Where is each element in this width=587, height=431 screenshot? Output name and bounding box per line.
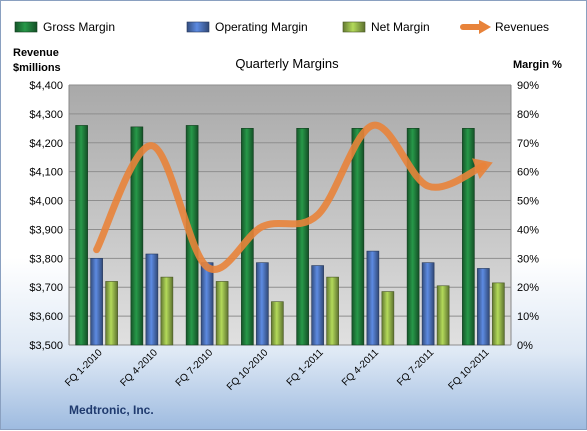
x-tick-label: FQ 10-2010 bbox=[225, 347, 271, 393]
x-tick-label: FQ 4-2010 bbox=[118, 347, 160, 389]
right-tick-label: 80% bbox=[517, 109, 539, 121]
net-margin-bar bbox=[105, 281, 118, 346]
x-tick-label: FQ 7-2010 bbox=[174, 347, 216, 389]
right-tick-label: 20% bbox=[517, 282, 539, 294]
operating-margin-bar bbox=[477, 268, 490, 346]
operating-margin-bar bbox=[200, 262, 214, 346]
legend: Gross Margin Operating Margin Net Margin Re… bbox=[14, 20, 549, 34]
x-tick-label: FQ 10-2011 bbox=[447, 347, 492, 392]
operating-margin-bar bbox=[311, 265, 324, 346]
left-tick-label: $3,800 bbox=[29, 253, 63, 265]
gross-margin-bar bbox=[130, 126, 144, 346]
x-tick-label: FQ 7-2011 bbox=[395, 347, 436, 388]
chart-title: Quarterly Margins bbox=[235, 56, 339, 71]
right-tick-label: 90% bbox=[517, 80, 539, 92]
revenues-line bbox=[93, 121, 487, 273]
net-margin-legend-swatch bbox=[342, 21, 366, 33]
x-axis-ticks: FQ 1-2010 FQ 4-2010 FQ 7-2010 FQ 10-2010 FQ … bbox=[63, 347, 492, 393]
right-tick-label: 30% bbox=[517, 253, 539, 265]
operating-margin-bar bbox=[90, 258, 103, 346]
bar-series bbox=[75, 125, 505, 346]
revenues-arrow-tip bbox=[472, 158, 493, 179]
net-margin-bar bbox=[436, 285, 450, 346]
gross-margin-bar bbox=[75, 125, 88, 346]
left-tick-label: $4,300 bbox=[29, 109, 63, 121]
net-margin-bar bbox=[160, 276, 174, 346]
left-tick-label: $4,200 bbox=[29, 138, 63, 150]
net-margin-bar bbox=[381, 291, 395, 346]
left-tick-label: $4,000 bbox=[29, 196, 63, 208]
left-axis-label-line2: $millions bbox=[13, 62, 61, 74]
operating-margin-bar bbox=[256, 262, 269, 346]
left-axis-label-line1: Revenue bbox=[13, 47, 59, 59]
right-tick-label: 60% bbox=[517, 167, 539, 179]
x-tick-label: FQ 4-2011 bbox=[340, 347, 381, 388]
right-axis-ticks: 0% 10% 20% 30% 40% 50% 60% 70% 80% 90% bbox=[517, 80, 539, 352]
net-margin-bar bbox=[271, 301, 284, 346]
net-margin-bar bbox=[326, 276, 339, 346]
right-tick-label: 50% bbox=[517, 196, 539, 208]
operating-margin-legend-label: Operating Margin bbox=[215, 20, 308, 34]
operating-margin-legend-swatch bbox=[186, 21, 210, 33]
right-tick-label: 10% bbox=[517, 311, 539, 323]
right-tick-label: 40% bbox=[517, 224, 539, 236]
left-tick-label: $3,500 bbox=[29, 340, 63, 352]
left-tick-label: $3,900 bbox=[29, 224, 63, 236]
gross-margin-bar bbox=[406, 128, 420, 346]
left-tick-label: $3,600 bbox=[29, 311, 63, 323]
gross-margin-bar bbox=[296, 128, 309, 346]
revenues-arrow-head bbox=[472, 158, 493, 179]
left-tick-label: $3,700 bbox=[29, 282, 63, 294]
x-tick-label: FQ 1-2011 bbox=[285, 347, 326, 388]
left-tick-label: $4,400 bbox=[29, 80, 63, 92]
right-tick-label: 0% bbox=[517, 340, 533, 352]
gross-margin-bar bbox=[462, 128, 475, 346]
x-tick-label: FQ 1-2010 bbox=[63, 347, 105, 389]
gross-margin-bar bbox=[351, 128, 365, 346]
company-footer: Medtronic, Inc. bbox=[69, 403, 154, 417]
net-margin-bar bbox=[492, 282, 505, 346]
gross-margin-legend-swatch bbox=[14, 21, 38, 33]
operating-margin-bar bbox=[421, 262, 435, 346]
right-axis-label: Margin % bbox=[513, 59, 562, 71]
revenues-legend-label: Revenues bbox=[495, 20, 549, 34]
left-tick-label: $4,100 bbox=[29, 167, 63, 179]
net-margin-bar bbox=[215, 281, 229, 346]
gross-margin-legend-label: Gross Margin bbox=[43, 20, 115, 34]
operating-margin-bar bbox=[145, 253, 159, 346]
operating-margin-bar bbox=[366, 250, 380, 346]
net-margin-legend-label: Net Margin bbox=[371, 20, 430, 34]
revenues-legend-arrow bbox=[479, 20, 491, 34]
right-tick-label: 70% bbox=[517, 138, 539, 150]
left-axis-ticks: $3,500 $3,600 $3,700 $3,800 $3,900 $4,000 $4,1… bbox=[29, 80, 63, 352]
